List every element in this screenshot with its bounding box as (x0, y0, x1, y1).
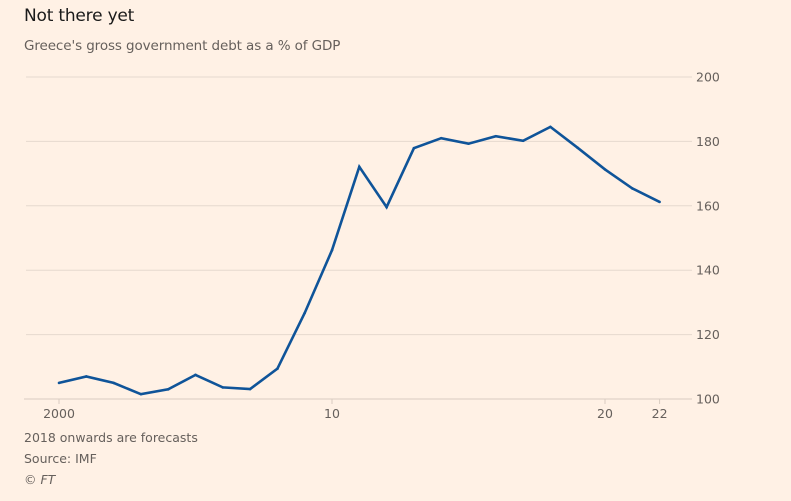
data-point-2020 (603, 168, 607, 171)
gridlines (24, 76, 692, 400)
data-point-2021 (631, 187, 634, 190)
data-point-2002 (112, 381, 115, 385)
x-tick-label: 2000 (43, 406, 75, 421)
y-tick-label: 200 (696, 70, 720, 85)
y-tick-label: 100 (696, 392, 720, 407)
data-point-2011 (358, 165, 361, 169)
series-group (57, 125, 661, 396)
data-point-2013 (412, 146, 416, 150)
chart-subtitle: Greece's gross government debt as a % of… (24, 38, 341, 54)
data-point-2001 (85, 375, 88, 378)
data-point-2014 (439, 136, 443, 140)
data-point-2019 (576, 146, 579, 150)
data-point-2009 (303, 311, 307, 315)
data-point-2018 (549, 125, 552, 129)
data-point-2010 (330, 248, 334, 252)
y-tick-label: 140 (696, 263, 720, 278)
data-point-2007 (248, 387, 252, 391)
data-point-2000 (57, 381, 61, 385)
y-tick-label: 180 (696, 134, 720, 149)
data-point-2022 (658, 200, 661, 204)
data-point-2005 (194, 373, 197, 377)
x-tick-label: 20 (597, 406, 613, 421)
copyright-note: © FT (24, 472, 56, 487)
data-point-2012 (385, 205, 388, 209)
x-tick-label: 22 (652, 406, 668, 421)
data-point-2008 (276, 367, 279, 371)
data-point-2004 (166, 388, 170, 391)
y-axis: 100 120 140 160 180 200 (696, 70, 720, 407)
chart-title: Not there yet (24, 6, 135, 26)
data-point-2016 (494, 134, 498, 138)
y-tick-label: 120 (696, 327, 720, 342)
data-point-2003 (139, 392, 143, 396)
data-point-2017 (521, 139, 525, 143)
data-point-2006 (221, 386, 225, 389)
x-axis: 2000 10 20 22 (43, 399, 668, 421)
x-tick-label: 10 (324, 406, 340, 421)
y-tick-label: 160 (696, 198, 720, 213)
source-note: Source: IMF (24, 451, 97, 466)
data-point-2015 (467, 142, 470, 145)
forecast-note: 2018 onwards are forecasts (24, 430, 198, 445)
